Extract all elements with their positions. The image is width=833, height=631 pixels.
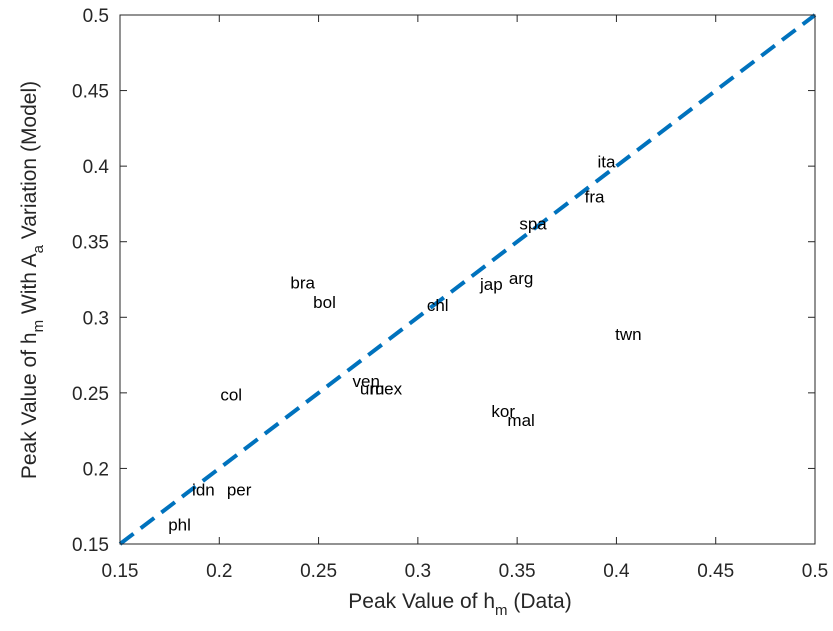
point-label-mex: mex xyxy=(370,379,403,398)
y-tick-label: 0.2 xyxy=(83,459,109,480)
x-tick-label: 0.4 xyxy=(603,561,630,582)
point-label-mal: mal xyxy=(507,411,534,430)
point-label-bol: bol xyxy=(313,293,336,312)
y-tick-label: 0.45 xyxy=(72,82,109,103)
point-label-arg: arg xyxy=(509,269,534,288)
x-tick-label: 0.35 xyxy=(499,561,536,582)
point-label-phl: phl xyxy=(168,515,191,534)
axes-box xyxy=(119,14,816,545)
point-label-spa: spa xyxy=(519,215,547,234)
y-tick-label: 0.4 xyxy=(83,157,110,178)
point-label-ita: ita xyxy=(598,153,617,172)
point-label-uru: uru xyxy=(360,379,385,398)
x-tick-label: 0.5 xyxy=(802,561,828,582)
x-tick-label: 0.15 xyxy=(102,561,139,582)
y-tick-label: 0.15 xyxy=(72,535,109,556)
tick-labels: 0.15 0.2 0.25 0.3 0.35 0.4 0.45 0.5 0.15 0.2 0.25 0… xyxy=(72,6,828,582)
y-tick-label: 0.3 xyxy=(83,308,109,329)
y-axis-title: Peak Value of hm With Aa Variation (Mode… xyxy=(18,81,47,479)
point-label-idn: idn xyxy=(192,481,215,500)
x-tick-label: 0.3 xyxy=(405,561,431,582)
x-tick-label: 0.25 xyxy=(300,561,337,582)
point-label-kor: kor xyxy=(491,402,515,421)
x-tick-label: 0.2 xyxy=(206,561,232,582)
x-tick-label: 0.45 xyxy=(697,561,734,582)
reference-line xyxy=(118,13,817,546)
point-label-jap: jap xyxy=(479,275,503,294)
y-tick-label: 0.25 xyxy=(72,384,109,405)
point-label-per: per xyxy=(227,481,252,500)
point-label-bra: bra xyxy=(290,274,315,293)
x-axis-title: Peak Value of hm (Data) xyxy=(348,590,571,619)
point-label-ven: ven xyxy=(353,372,380,391)
point-label-col: col xyxy=(220,385,242,404)
y-tick-label: 0.5 xyxy=(83,6,109,27)
point-label-fra: fra xyxy=(585,187,605,206)
point-label-twn: twn xyxy=(615,325,641,344)
y-tick-label: 0.35 xyxy=(72,233,109,254)
point-label-chl: chl xyxy=(427,296,449,315)
